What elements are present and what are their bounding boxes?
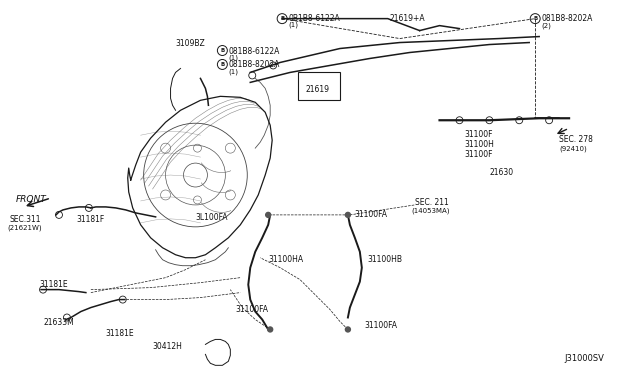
Text: 31100FA: 31100FA	[236, 305, 268, 314]
Text: 081B8-8202A: 081B8-8202A	[541, 14, 593, 23]
Text: FRONT: FRONT	[16, 195, 47, 204]
Text: (92410): (92410)	[559, 145, 587, 152]
Circle shape	[268, 327, 273, 332]
Circle shape	[346, 212, 350, 217]
Text: 31181E: 31181E	[106, 330, 134, 339]
Text: (1): (1)	[288, 22, 298, 28]
Text: B: B	[220, 48, 225, 53]
Text: 31100F: 31100F	[465, 150, 493, 159]
Text: 31100H: 31100H	[465, 140, 494, 149]
Circle shape	[266, 212, 271, 217]
Text: B: B	[533, 16, 538, 21]
Text: SEC. 211: SEC. 211	[415, 198, 449, 207]
Text: 21633M: 21633M	[43, 318, 74, 327]
Text: (21621W): (21621W)	[7, 225, 42, 231]
Text: 21619+A: 21619+A	[390, 14, 426, 23]
Text: B: B	[280, 16, 284, 21]
Text: 30412H: 30412H	[152, 342, 182, 352]
Text: 31100FA: 31100FA	[355, 210, 388, 219]
Text: 21630: 21630	[490, 168, 513, 177]
Text: 0B1B8-6122A: 0B1B8-6122A	[288, 14, 340, 23]
Text: (1): (1)	[228, 68, 238, 75]
Text: 31100HA: 31100HA	[268, 255, 303, 264]
Text: J31000SV: J31000SV	[564, 355, 604, 363]
Text: 31181E: 31181E	[39, 280, 68, 289]
Text: SEC. 278: SEC. 278	[559, 135, 593, 144]
Text: 21619: 21619	[305, 86, 329, 94]
Text: 081B8-6122A: 081B8-6122A	[228, 46, 280, 55]
Text: B: B	[220, 62, 225, 67]
Text: (14053MA): (14053MA)	[412, 208, 450, 214]
Text: 081B8-8202A: 081B8-8202A	[228, 61, 280, 70]
Text: (1): (1)	[228, 54, 238, 61]
Text: 31100F: 31100F	[465, 130, 493, 139]
Text: 3109BZ: 3109BZ	[175, 39, 205, 48]
Text: 31181F: 31181F	[76, 215, 104, 224]
Text: 31100FA: 31100FA	[365, 321, 398, 330]
Circle shape	[346, 327, 350, 332]
Text: SEC.311: SEC.311	[9, 215, 41, 224]
Text: 3L100FA: 3L100FA	[195, 213, 228, 222]
Text: 31100HB: 31100HB	[368, 255, 403, 264]
Text: (2): (2)	[541, 23, 551, 29]
